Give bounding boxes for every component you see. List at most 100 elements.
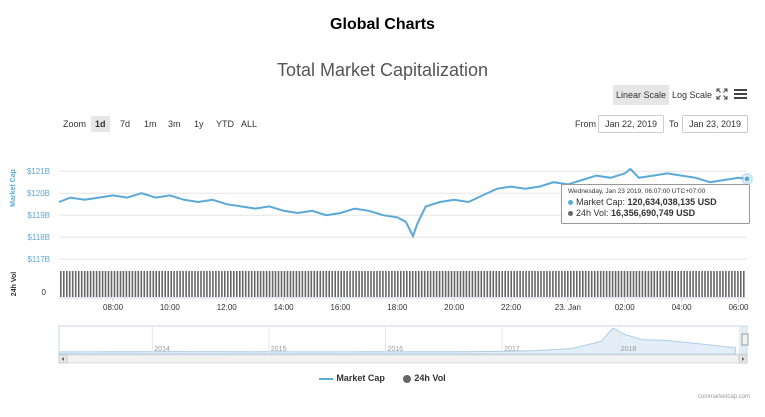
menu-icon[interactable]: [734, 88, 747, 100]
volume-bar: [432, 271, 435, 297]
volume-bar: [593, 271, 596, 297]
volume-bar: [119, 271, 122, 297]
volume-bar: [662, 271, 665, 297]
volume-bar: [391, 271, 393, 297]
volume-bar: [483, 271, 486, 297]
volume-bar: [605, 271, 608, 297]
range-button-1y[interactable]: 1y: [194, 119, 204, 129]
volume-bar: [576, 271, 578, 297]
volume-bar: [92, 271, 95, 297]
volume-bar: [152, 271, 155, 297]
volume-bar: [289, 271, 292, 297]
y-axis-title: Market Cap: [10, 169, 17, 207]
volume-bar: [60, 271, 62, 297]
credit-link[interactable]: coinmarketcap.com: [697, 394, 750, 400]
volume-bar: [367, 271, 369, 297]
volume-bar: [370, 271, 372, 297]
volume-bar: [131, 271, 134, 297]
range-button-7d[interactable]: 7d: [120, 119, 131, 129]
line-icon: [319, 377, 334, 380]
legend-item-market-cap[interactable]: Market Cap: [319, 373, 385, 383]
volume-bar: [713, 271, 715, 297]
legend-item-volume[interactable]: 24h Vol: [403, 373, 446, 383]
navigator-scrollbar[interactable]: [58, 354, 748, 364]
y-tick-label: $118B: [27, 233, 50, 242]
x-tick-label: 02:00: [615, 303, 636, 312]
volume-bar: [552, 271, 554, 297]
fullscreen-icon[interactable]: [716, 88, 728, 100]
volume-bar: [239, 271, 241, 297]
volume-bar: [385, 271, 387, 297]
volume-bar: [540, 271, 542, 297]
x-tick-label: 18:00: [387, 303, 408, 312]
volume-bar: [555, 271, 557, 297]
volume-bar: [343, 271, 345, 297]
volume-bar: [429, 271, 432, 297]
volume-bar: [617, 271, 620, 297]
chevron-left-icon: [61, 357, 64, 361]
volume-bar: [68, 271, 71, 297]
volume-bar: [426, 271, 429, 297]
volume-bar: [140, 271, 143, 297]
volume-bar: [218, 271, 220, 297]
volume-bar: [474, 271, 477, 297]
range-button-3m[interactable]: 3m: [168, 119, 181, 129]
volume-bar: [614, 271, 617, 297]
volume-bar: [602, 271, 605, 297]
market-cap-dot-icon: [568, 200, 573, 206]
volume-bar: [414, 271, 417, 297]
to-label: To: [669, 119, 679, 129]
volume-bar: [233, 271, 235, 297]
volume-bar: [447, 271, 450, 297]
volume-bar: [80, 271, 83, 297]
volume-bar: [507, 271, 509, 297]
volume-bar: [608, 271, 611, 297]
volume-bar: [698, 271, 700, 297]
navigator-handle[interactable]: [741, 333, 749, 346]
volume-bar: [349, 271, 351, 297]
volume-bar: [134, 271, 137, 297]
to-date-input[interactable]: Jan 23, 2019: [682, 115, 749, 133]
volume-bar: [519, 271, 521, 297]
volume-bar: [188, 271, 190, 297]
volume-bar: [247, 271, 250, 297]
legend-label-volume: 24h Vol: [414, 373, 446, 383]
volume-bar: [564, 271, 566, 297]
market-cap-line[interactable]: [58, 167, 748, 239]
tooltip-market-cap-value: 120,634,038,135 USD: [627, 197, 717, 207]
volume-bar: [227, 271, 229, 297]
volume-bar: [122, 271, 125, 297]
volume-bar: [704, 271, 706, 297]
volume-bar: [653, 271, 656, 297]
hover-point[interactable]: [743, 175, 751, 183]
from-date-input[interactable]: Jan 22, 2019: [598, 115, 665, 133]
volume-bar: [510, 271, 512, 297]
volume-bar: [417, 271, 420, 297]
volume-bar: [579, 271, 581, 297]
volume-bars[interactable]: [60, 271, 745, 297]
volume-bar: [397, 271, 399, 297]
volume-bar: [230, 271, 232, 297]
volume-bar: [283, 271, 286, 297]
range-button-1m[interactable]: 1m: [144, 119, 157, 129]
log-scale-button[interactable]: Log Scale: [672, 90, 713, 100]
market-cap-chart[interactable]: $121B $120B $119B $118B $117B Market Cap 24h V…: [0, 140, 765, 372]
tooltip-volume: 24h Vol: 16,356,690,749 USD: [568, 208, 743, 219]
chart-tooltip: Wednesday, Jan 23 2019, 06:07:00 UTC+07:…: [561, 184, 750, 224]
volume-bar: [209, 271, 211, 297]
volume-bar: [710, 271, 712, 297]
linear-scale-button[interactable]: Linear Scale: [613, 85, 670, 105]
volume-bar: [125, 271, 128, 297]
volume-bar: [200, 271, 202, 297]
range-button-ytd[interactable]: YTD: [216, 119, 234, 129]
volume-bar: [241, 271, 244, 297]
volume-bar: [444, 271, 447, 297]
range-button-1d[interactable]: 1d: [91, 116, 110, 132]
range-button-all[interactable]: ALL: [241, 119, 258, 129]
volume-bar: [355, 271, 357, 297]
volume-bar: [128, 271, 131, 297]
volume-bar: [280, 271, 283, 297]
dot-icon: [403, 374, 412, 383]
volume-bar: [98, 271, 101, 297]
volume-bar: [83, 271, 86, 297]
